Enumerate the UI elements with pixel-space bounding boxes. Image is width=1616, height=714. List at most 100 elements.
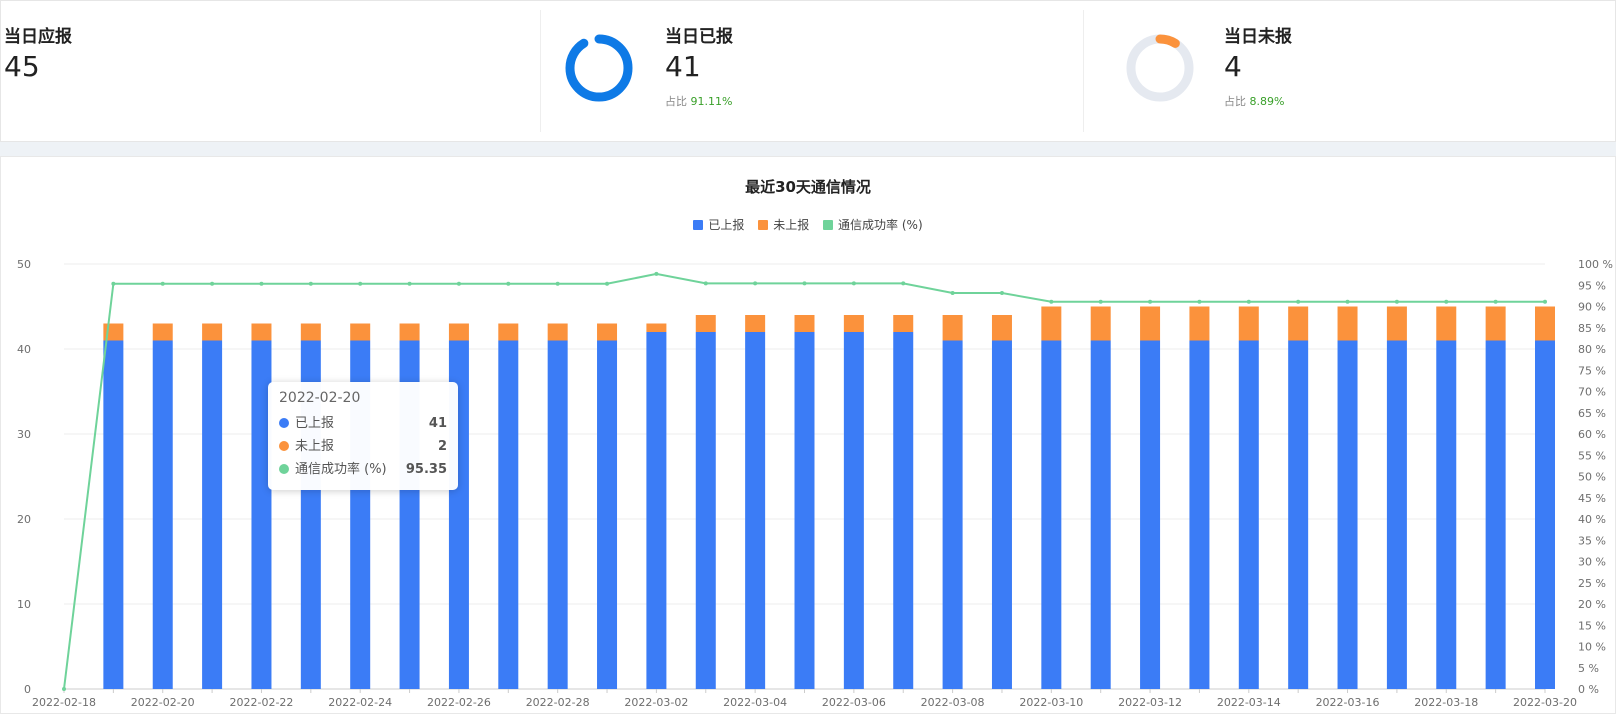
legend-swatch-reported: [693, 220, 704, 230]
card-total: 当日应报 45: [0, 0, 540, 140]
x-tick-label: 2022-02-18: [32, 696, 96, 709]
bar-unreported: [1436, 306, 1457, 341]
card-reported-ratio-value: 91.11%: [690, 95, 733, 108]
legend-item-reported[interactable]: 已上报: [693, 216, 744, 233]
rate-point: [703, 281, 708, 286]
bar-unreported: [1337, 306, 1358, 341]
rate-point: [160, 281, 165, 286]
rate-point: [456, 281, 461, 286]
summary-band: [0, 0, 1616, 142]
bar-unreported: [547, 323, 568, 341]
rate-point: [851, 281, 856, 286]
chart-legend: 已上报 未上报 通信成功率 (%): [0, 216, 1616, 233]
bar-unreported: [1386, 306, 1407, 341]
x-tick-label: 2022-03-18: [1414, 696, 1478, 709]
rate-point: [802, 281, 807, 286]
tooltip-row-unreported: 未上报 2: [279, 435, 447, 458]
y-right-tick-label: 50 %: [1578, 471, 1606, 484]
x-tick-label: 2022-02-26: [427, 696, 491, 709]
x-tick-label: 2022-03-10: [1019, 696, 1083, 709]
rate-point: [555, 281, 560, 286]
rate-point: [1197, 299, 1202, 304]
card-reported: 当日已报 41 占比 91.11%: [541, 0, 1081, 140]
y-right-tick-label: 60 %: [1578, 428, 1606, 441]
bar-reported: [942, 340, 963, 689]
y-right-tick-label: 0 %: [1578, 683, 1599, 696]
bar-unreported: [597, 323, 618, 341]
bar-unreported: [251, 323, 272, 341]
bar-unreported: [300, 323, 321, 341]
bar-reported: [498, 340, 519, 689]
x-tick-label: 2022-02-22: [229, 696, 293, 709]
bar-unreported: [794, 315, 815, 332]
card-unreported-ratio-label: 占比: [1224, 95, 1246, 108]
card-separator: [540, 10, 541, 132]
x-tick-label: 2022-03-20: [1513, 696, 1577, 709]
bar-unreported: [1485, 306, 1506, 341]
legend-label-reported: 已上报: [708, 218, 745, 232]
rate-point: [111, 281, 116, 286]
y-left-tick-label: 10: [17, 598, 31, 611]
y-right-tick-label: 75 %: [1578, 364, 1606, 377]
card-unreported-value: 4: [1224, 50, 1242, 83]
legend-label-unreported: 未上报: [773, 218, 810, 232]
tooltip-label-unreported: 未上报: [295, 439, 335, 454]
donut-unreported-track: [1126, 34, 1194, 102]
tooltip-label-rate: 通信成功率 (%): [295, 462, 387, 477]
bar-unreported: [448, 323, 469, 341]
bar-reported: [1288, 340, 1309, 689]
x-tick-label: 2022-03-14: [1217, 696, 1281, 709]
bar-reported: [1436, 340, 1457, 689]
card-unreported-ratio: 占比 8.89%: [1224, 93, 1284, 109]
donut-reported-arc: [565, 34, 633, 102]
y-right-tick-label: 100 %: [1578, 258, 1613, 271]
legend-item-unreported[interactable]: 未上报: [758, 216, 809, 233]
tooltip-date: 2022-02-20: [279, 390, 361, 406]
rate-point: [1246, 299, 1251, 304]
chart-title: 最近30天通信情况: [745, 178, 871, 196]
bar-unreported: [152, 323, 173, 341]
rate-point: [605, 281, 610, 286]
bar-unreported: [893, 315, 914, 332]
bar-unreported: [991, 315, 1012, 341]
card-unreported-label: 当日未报: [1224, 27, 1292, 47]
y-right-tick-label: 45 %: [1578, 492, 1606, 505]
bar-reported: [1485, 340, 1506, 689]
bar-unreported: [646, 323, 667, 332]
tooltip-value-reported: 41: [428, 416, 447, 431]
legend-label-rate: 通信成功率 (%): [838, 218, 923, 232]
y-right-tick-label: 80 %: [1578, 343, 1606, 356]
tooltip-row-rate: 通信成功率 (%) 95.35: [279, 458, 447, 481]
y-right-tick-label: 15 %: [1578, 619, 1606, 632]
bar-reported: [103, 340, 124, 689]
rate-point: [407, 281, 412, 286]
bar-reported: [1337, 340, 1358, 689]
rate-point: [506, 281, 511, 286]
bar-unreported: [1140, 306, 1161, 341]
tooltip-dot-rate: [279, 464, 289, 474]
bar-unreported: [202, 323, 223, 341]
bar-reported: [1535, 340, 1555, 689]
tooltip-label-reported: 已上报: [295, 416, 335, 431]
rate-point: [753, 281, 758, 286]
y-left-tick-label: 0: [24, 683, 31, 696]
y-left-tick-label: 50: [17, 258, 31, 271]
bar-unreported: [1288, 306, 1309, 341]
rate-point: [1493, 299, 1498, 304]
bar-reported: [251, 340, 272, 689]
x-tick-label: 2022-02-20: [131, 696, 195, 709]
rate-point: [62, 687, 66, 691]
card-total-value: 45: [4, 50, 40, 83]
y-right-tick-label: 40 %: [1578, 513, 1606, 526]
tooltip-dot-reported: [279, 418, 289, 428]
bar-reported: [695, 332, 716, 689]
rate-point: [1148, 299, 1153, 304]
bar-reported: [745, 332, 766, 689]
rate-point: [1098, 299, 1103, 304]
card-reported-label: 当日已报: [665, 27, 733, 47]
bar-unreported: [942, 315, 963, 341]
rate-point: [950, 290, 955, 295]
bar-reported: [202, 340, 223, 689]
legend-item-rate[interactable]: 通信成功率 (%): [823, 216, 923, 233]
rate-point: [999, 290, 1004, 295]
